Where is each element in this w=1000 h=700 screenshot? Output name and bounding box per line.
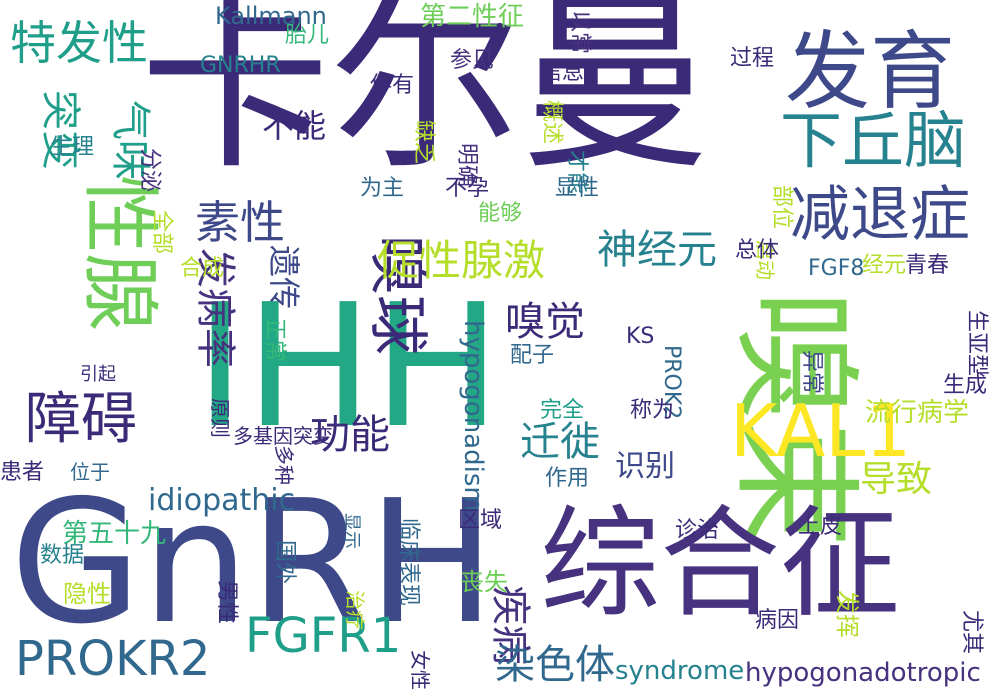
word-gnrhr: GNRHR [200,53,281,78]
word-gaishu: 概述 [539,100,564,145]
word-kaerman: 卡尔曼 [140,0,711,195]
word-kallmann: Kallmann [215,2,327,30]
word-shengcheng: 生成 [943,373,988,398]
word-tefaxing: 特发性 [10,16,148,70]
word-prokr2: PROKR2 [15,631,211,687]
word-ransheti: 染色体 [495,642,615,688]
word-huanzhe: 患者 [0,460,45,485]
word-gongneng: 功能 [310,412,390,458]
word-taier: 胎儿 [285,23,330,48]
word-yinxing: 隐性 [63,580,111,608]
word-gnrh: GnRH [10,464,496,662]
word-qingchun: 青春 [905,253,950,278]
word-fgf8: FGF8 [808,256,865,281]
word-xiaqiunao: 下丘脑 [780,104,967,177]
word-chengwei: 称为 [630,398,675,423]
word-quyu: 区域 [458,508,503,533]
word-guowai: 国外 [272,540,297,585]
word-hecheng: 合成 [180,256,225,281]
word-ihh: IHH [195,268,501,466]
word-cuxingxianji: 促性腺激 [377,236,546,285]
word-youqi: 尤其 [959,610,984,655]
word-daozhi: 导致 [860,459,933,500]
word-yuanze: 原则 [208,398,232,438]
word-buyun: 不孕 [445,176,490,201]
word-shengyaxing: 生亚型 [964,310,989,377]
word-duojiyin: 多基因突变 [233,424,333,448]
word-shengli: 生理 [50,135,95,160]
word-fgfr1: FGFR1 [245,608,402,664]
word-quanbu: 全部 [149,210,174,255]
word-fenmi: 分泌 [137,148,162,193]
word-kal1: KAL1 [730,389,912,473]
word-shuju: 数据 [40,543,85,568]
word-canjian: 参见 [450,48,495,73]
word-yichang-top: 以常 [567,10,592,55]
word-zonghezheng: 综合征 [540,495,900,634]
word-banyou: 伴有 [370,73,415,98]
word-weizhu: 为主 [360,176,405,201]
word-xingxian: 性腺 [74,175,164,332]
word-xianshi: 显示 [341,513,362,549]
word-zhangai: 障碍 [25,387,137,452]
word-nvxing: 女性 [408,650,432,690]
word-hypogonadotropic: hypogonadotropic [745,658,981,688]
word-hypogonadism: hypogonadism [458,320,488,512]
word-jingyuan: 经元 [862,253,907,278]
word-yinqi: 引起 [80,364,116,385]
word-shenjingyuan: 神经元 [597,227,717,273]
word-weiyu: 位于 [70,460,110,484]
word-xianxing: 显性 [555,176,600,201]
word-linchuang: 临床表现 [396,518,421,607]
word-buwei: 部位 [769,185,794,230]
word-nanxing: 男性 [214,580,239,625]
word-zongti: 总体 [735,238,780,263]
word-zhiliao: 治疗 [343,590,367,630]
word-sangshi: 丧失 [460,568,508,596]
word-ks: KS [626,324,655,349]
word-xinxi: 信息 [540,60,585,85]
word-idiopathic: idiopathic [148,483,296,518]
word-buneng: 不能 [262,107,327,145]
word-yichang: 异常 [799,350,824,395]
word-duozhong: 多种 [272,445,296,485]
word-zhengchang: 正常 [262,318,287,363]
word-suxing: 素性 [195,196,286,249]
word-yichuan: 遗传 [265,245,303,310]
word-fahui: 发挥 [833,590,861,638]
word-wanquan: 完全 [540,398,585,423]
word-quefa: 缺乏 [411,120,436,165]
word-nenggou: 能够 [478,201,523,226]
word-peizi: 配子 [510,343,555,368]
word-shibie: 识别 [615,449,675,484]
word-bingyin: 病因 [755,608,800,633]
word-fayu: 发育 [785,23,956,122]
word-qianxi: 迁徙 [520,419,600,465]
word-jiantuizheng: 减退症 [790,180,970,250]
word-dierxingzheng: 第二性征 [420,2,525,32]
word-zhenzhi: 诊治 [675,518,720,543]
word-zuoyong: 作用 [545,466,590,491]
word-diwushijiu: 第五十九 [62,519,167,549]
word-liuxingbingxue: 流行病学 [865,398,970,428]
word-syndrome: syndrome [615,656,745,686]
word-guocheng: 过程 [730,46,775,71]
word-shangpi: 上皮 [798,514,843,539]
word-xiujue: 嗅觉 [505,299,585,345]
